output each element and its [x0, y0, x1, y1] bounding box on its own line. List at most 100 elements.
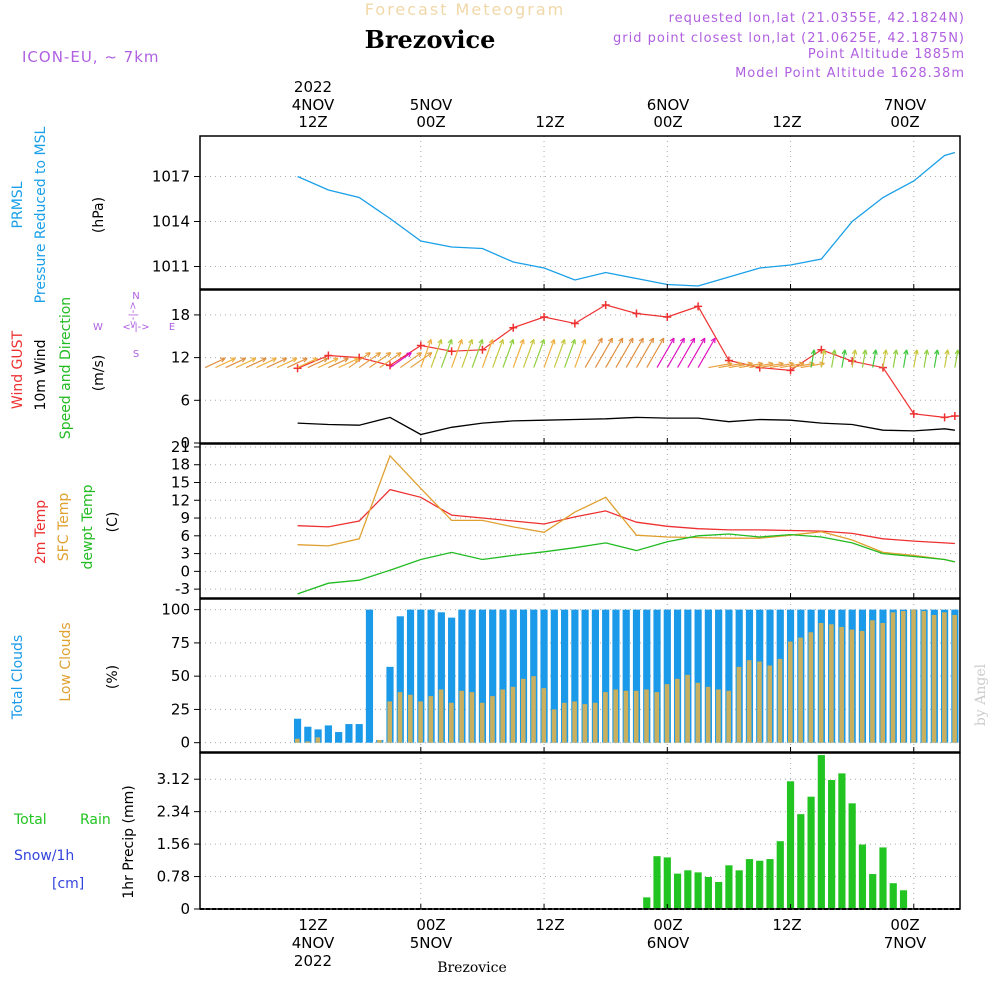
low-cloud-bar-45: [757, 661, 762, 743]
wind-arrow-32: [533, 339, 545, 368]
total-cloud-bar-27: [571, 609, 579, 743]
rain-bar-18: [828, 780, 836, 909]
low-cloud-bar-18: [479, 702, 485, 743]
total-cloud-bar-35: [653, 609, 661, 743]
gust-marker-11: [632, 309, 641, 318]
wind-arrowhead-42: [649, 337, 655, 344]
wind-arrow-30: [512, 339, 525, 368]
wind-arrow-56: [780, 362, 805, 369]
wind-arrow-33: [543, 339, 555, 368]
rain-bar-2: [663, 857, 671, 909]
rain-bar-13: [776, 841, 784, 909]
top-tick-3-l3: 00Z: [653, 113, 682, 131]
wind-arrowhead-65: [872, 349, 878, 355]
low-cloud-bar-13: [428, 696, 434, 743]
wind-arrow-73: [954, 349, 959, 368]
low-cloud-bar-37: [675, 678, 680, 743]
ytick-label-1: 6: [180, 391, 190, 409]
wind-arrowhead-36: [581, 338, 587, 345]
compass-horizontal-line: <-|->: [122, 322, 149, 333]
bottom-tick-5-l1: 00Z: [890, 916, 919, 934]
wind-arrow-14: [348, 352, 371, 369]
wind-arrow-37: [584, 337, 603, 368]
total-cloud-bar-17: [468, 609, 476, 743]
wind-arrow-1: [215, 357, 236, 369]
model-label: ICON-EU, ~ 7km: [22, 48, 160, 66]
wind-arrowhead-18: [406, 352, 412, 358]
wind-arrowhead-28: [498, 338, 505, 345]
total-label: Total: [13, 812, 47, 828]
low-cloud-bar-42: [726, 690, 731, 743]
ytick-label-1: 25: [171, 700, 190, 718]
wind-arrowhead-32: [540, 338, 546, 345]
rain-bar-9: [735, 870, 743, 909]
cloud-labels: Total Clouds Low Clouds (%): [10, 622, 121, 720]
total-cloud-bar-4: [335, 732, 343, 743]
wind-arrowhead-62: [841, 349, 847, 355]
wind-arrowhead-3: [250, 357, 257, 363]
wind-arrow-12: [328, 357, 349, 369]
ms-unit-label: (m/s): [91, 355, 107, 392]
low-cloud-bar-40: [705, 686, 711, 743]
wind-arrowhead-12: [343, 357, 349, 363]
ytick-label-0: 0: [180, 734, 190, 752]
wind-arrow-23: [440, 339, 453, 368]
top-tick-4-l3: 12Z: [772, 113, 801, 131]
wind-arrow-27: [481, 339, 494, 368]
frame-3: [199, 598, 961, 753]
point-altitude: Point Altitude 1885m: [808, 47, 965, 62]
wind-arrow-54: [759, 362, 784, 369]
rain-bar-6: [704, 876, 712, 909]
low-cloud-bar-34: [644, 689, 649, 743]
wind-arrow-9: [297, 357, 318, 369]
wind-arrowhead-45: [679, 337, 685, 344]
wind-arrowhead-41: [638, 337, 644, 344]
wind-arrow-6: [266, 357, 287, 369]
wind-arrowhead-22: [437, 338, 443, 345]
total-cloud-bar-25: [550, 609, 558, 743]
wind-arrow-69: [913, 349, 918, 368]
total-cloud-bar-34: [643, 609, 651, 743]
cm-label: [cm]: [52, 876, 84, 892]
total-cloud-bar-14: [437, 612, 445, 743]
low-cloud-bar-56: [870, 620, 875, 743]
bottom-tick-1-l1: 00Z: [416, 916, 445, 934]
wind-arrow-25: [461, 339, 473, 368]
total-cloud-bar-15: [448, 617, 456, 743]
total-cloud-bar-24: [540, 609, 548, 743]
ytick-label-2: 12: [171, 349, 190, 367]
low-cloud-bar-20: [500, 689, 506, 743]
gust-marker-8: [540, 313, 549, 322]
rain-bar-10: [745, 859, 754, 909]
wind-arrowhead-46: [690, 337, 696, 344]
ytick-label-1: 0: [180, 562, 190, 580]
rain-bar-15: [797, 814, 805, 909]
grid-coords: grid point closest lon,lat (21.0625E, 42…: [613, 31, 965, 46]
wind-arrow-71: [933, 349, 939, 368]
top-tick-3-l2: 6NOV: [647, 96, 690, 114]
bottom-tick-0-l3: 2022: [294, 952, 332, 970]
total-cloud-bar-41: [715, 609, 723, 743]
gust-marker-21: [940, 413, 949, 422]
wind-arrow-49: [708, 362, 733, 369]
bottom-tick-2-l1: 12Z: [535, 916, 564, 934]
wind-arrow-35: [564, 339, 576, 368]
frame-4: [199, 752, 961, 910]
low-cloud-bar-43: [736, 666, 742, 743]
rain-bar-23: [879, 847, 887, 909]
total-cloud-bar-39: [694, 609, 702, 743]
wind-arrow-11: [317, 357, 339, 369]
wind-10m-label: 10m Wind: [33, 339, 49, 410]
wind-arrow-42: [635, 337, 655, 368]
low-cloud-bar-48: [787, 641, 793, 743]
bottom-tick-4-l1: 12Z: [772, 916, 801, 934]
wind-arrowhead-9: [312, 357, 318, 363]
compass-rose: N S W E <-|-> <-|->: [93, 291, 175, 360]
low-cloud-bar-14: [438, 689, 444, 743]
wind-arrowhead-20: [426, 352, 433, 358]
bottom-location-label: Brezovice: [437, 960, 507, 976]
wind-arrow-46: [677, 337, 696, 368]
sfc-temp-line: [297, 454, 956, 563]
wind-arrowhead-27: [488, 338, 494, 345]
dewpt-temp-line: [297, 533, 956, 595]
